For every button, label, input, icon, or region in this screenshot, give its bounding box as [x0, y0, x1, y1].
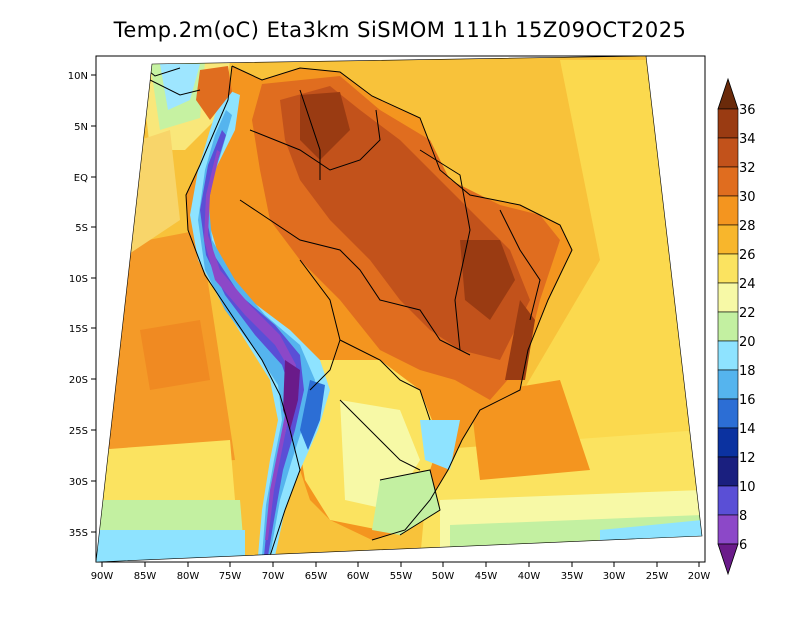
colorbar-label: 36	[739, 103, 756, 118]
colorbar-label: 24	[739, 277, 756, 292]
colorbar-label: 14	[739, 422, 756, 437]
colorbar-segment	[717, 514, 739, 545]
colorbar-segment	[717, 253, 739, 284]
colorbar-label: 8	[739, 509, 747, 524]
colorbar-label: 20	[739, 335, 756, 350]
colorbar-label: 32	[739, 161, 756, 176]
country-borders	[139, 59, 573, 557]
lon-label: 35W	[561, 571, 584, 582]
colorbar-segment	[717, 398, 739, 429]
colorbar-segment	[717, 195, 739, 226]
latitude-axis: 10N 5N EQ 5S 10S 15S 20S 25S 30S 35S	[68, 71, 96, 539]
colorbar-arrow-top	[717, 77, 739, 110]
lat-label: 30S	[69, 477, 88, 488]
lat-label: 10N	[68, 71, 88, 82]
colorbar-label: 22	[739, 306, 756, 321]
lon-label: 20W	[688, 571, 711, 582]
lon-label: 90W	[91, 571, 114, 582]
lon-label: 70W	[262, 571, 285, 582]
colorbar-segment	[717, 456, 739, 487]
colorbar-arrow-bottom	[717, 543, 739, 576]
colorbar-segment	[717, 340, 739, 371]
lat-label: 25S	[69, 426, 88, 437]
lon-label: 50W	[432, 571, 455, 582]
lat-label: 5N	[74, 122, 88, 133]
lon-label: 30W	[603, 571, 626, 582]
lon-label: 75W	[219, 571, 242, 582]
lat-label: 15S	[69, 324, 88, 335]
lat-label: 5S	[75, 223, 88, 234]
colorbar-segment	[717, 224, 739, 255]
colorbar-label: 10	[739, 480, 756, 495]
colorbar-segment	[717, 282, 739, 313]
colorbar-segment	[717, 311, 739, 342]
lon-label: 40W	[518, 571, 541, 582]
lat-label: EQ	[74, 173, 88, 184]
colorbar-label: 12	[739, 451, 756, 466]
colorbar-label: 34	[739, 132, 756, 147]
lat-label: 35S	[69, 528, 88, 539]
lon-label: 80W	[177, 571, 200, 582]
lon-label: 55W	[390, 571, 413, 582]
colorbar-segment	[717, 369, 739, 400]
colorbar-segment	[717, 485, 739, 516]
colorbar-label: 6	[739, 538, 747, 553]
colorbar-label: 26	[739, 248, 756, 263]
colorbar-segment	[717, 166, 739, 197]
lat-label: 10S	[69, 274, 88, 285]
map-title: Temp.2m(oC) Eta3km SiSMOM 111h 15Z09OCT2…	[113, 18, 687, 42]
colorbar: 36 34 32 30 28 26 24 22 20 18 16 14 12 1…	[717, 77, 756, 576]
temperature-field	[96, 56, 702, 562]
colorbar-segment	[717, 108, 739, 139]
colorbar-label: 28	[739, 219, 756, 234]
lat-label: 20S	[69, 375, 88, 386]
lon-label: 25W	[646, 571, 669, 582]
longitude-axis: 90W 85W 80W 75W 70W 65W 60W 55W 50W 45W …	[91, 562, 711, 582]
colorbar-label: 30	[739, 190, 756, 205]
lon-label: 85W	[134, 571, 157, 582]
colorbar-label: 18	[739, 364, 756, 379]
colorbar-segment	[717, 427, 739, 458]
lon-label: 45W	[475, 571, 498, 582]
lon-label: 60W	[347, 571, 370, 582]
colorbar-label: 16	[739, 393, 756, 408]
colorbar-segment	[717, 137, 739, 168]
lon-label: 65W	[305, 571, 328, 582]
